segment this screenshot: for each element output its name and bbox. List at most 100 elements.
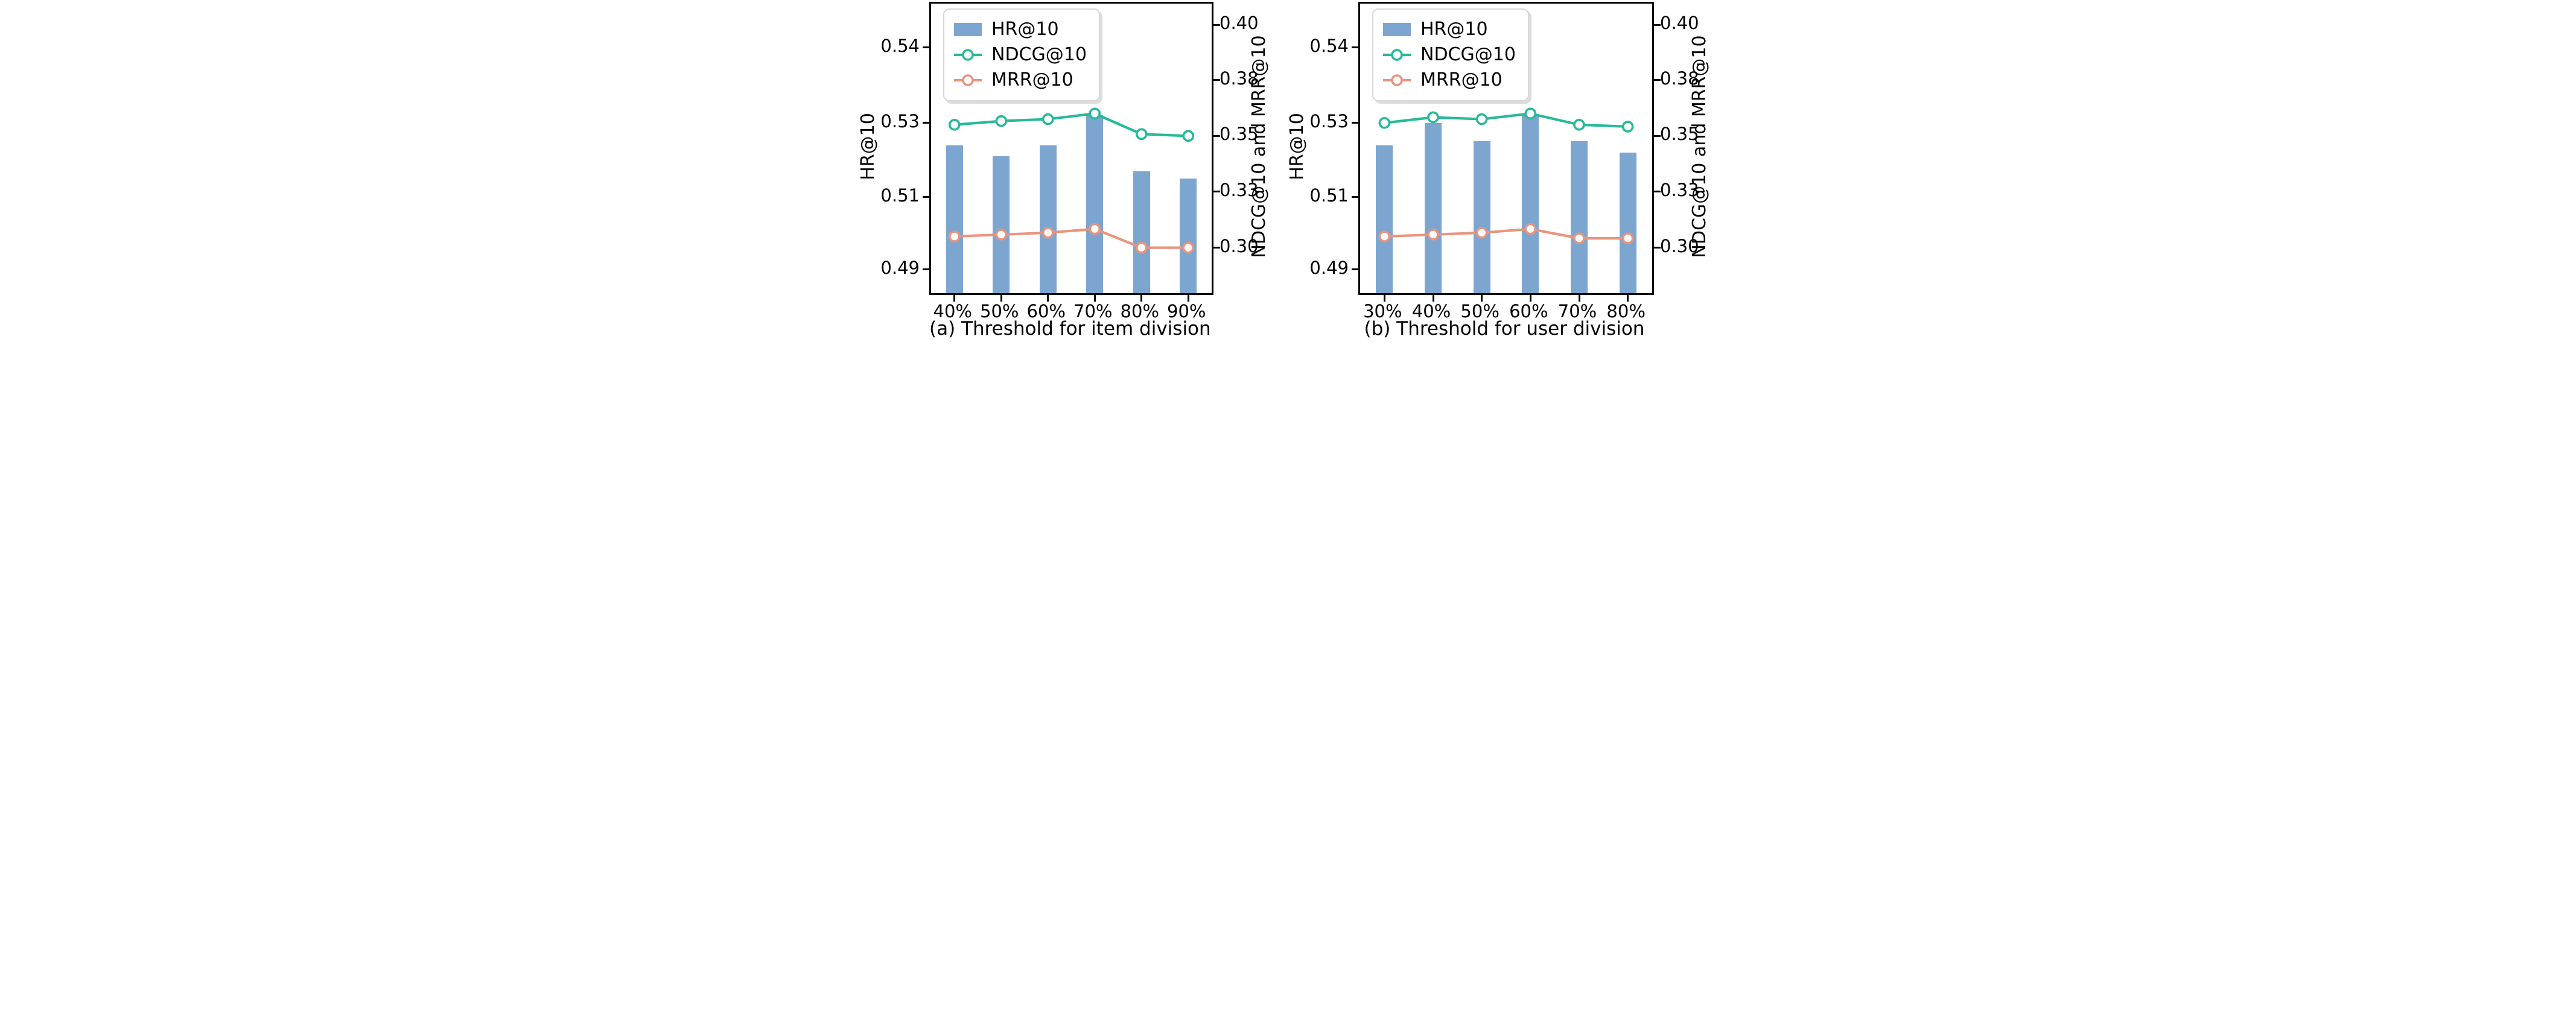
x-axis-tick-mark (1578, 295, 1580, 302)
legend-item-mrr10: MRR@10 (1383, 68, 1516, 93)
hr10-bar (1133, 171, 1150, 293)
hr10-bar (1039, 145, 1057, 293)
x-axis-tick-label: 40% (933, 301, 972, 321)
legend-label-ndcg10: NDCG@10 (1420, 44, 1516, 65)
legend-label-mrr10: MRR@10 (991, 69, 1073, 90)
hr10-bar (946, 145, 963, 293)
ndcg10-marker (1524, 107, 1537, 120)
ndcg10-line-marker-sample (1383, 47, 1411, 63)
right-axis-tick-mark (1654, 191, 1661, 193)
legend-item-ndcg10: NDCG@10 (954, 42, 1087, 68)
ndcg10-marker (948, 119, 961, 131)
hr10-bar (1522, 115, 1539, 293)
x-axis-tick-mark (1383, 295, 1385, 302)
mrr10-line-marker-sample (954, 72, 982, 88)
hr10-bar-swatch (1383, 23, 1411, 36)
legend-item-hr10: HR@10 (954, 17, 1087, 42)
left-axis-tick-label: 0.49 (1309, 257, 1349, 278)
legend-item-hr10: HR@10 (1383, 17, 1516, 42)
left-axis-tick-mark (923, 46, 929, 49)
hr10-bar (1619, 152, 1636, 293)
ndcg10-line (954, 112, 1189, 138)
hr10-bar (1571, 141, 1588, 293)
left-axis-tick-mark (923, 122, 929, 124)
x-axis-tick-label: 60% (1509, 301, 1548, 321)
x-axis-tick-label: 40% (1411, 301, 1451, 321)
left-axis-tick-label: 0.54 (880, 35, 920, 56)
mrr10-marker (1573, 232, 1585, 244)
right-axis-tick-mark (1654, 24, 1661, 26)
hr10-bar (1180, 178, 1197, 293)
left-axis-tick-mark (1352, 268, 1358, 271)
right-axis-tick-label: 0.38 (1220, 68, 1259, 89)
left-axis-tick-label: 0.54 (1309, 35, 1349, 56)
x-axis-tick-mark (1000, 295, 1002, 302)
hr10-bar (1425, 122, 1442, 293)
ndcg10-marker (1573, 119, 1585, 131)
legend-label-hr10: HR@10 (1420, 19, 1488, 40)
ndcg10-marker (995, 115, 1008, 127)
mrr10-line-marker-sample (1383, 72, 1411, 88)
panel-a-plot-area: HR@10 NDCG@10 MRR@10 (923, 2, 1220, 302)
hr10-bar (1473, 141, 1490, 293)
x-axis-tick-mark (1047, 295, 1049, 302)
right-axis-tick-mark (1654, 79, 1661, 81)
panel-b-plot-area: HR@10 NDCG@10 MRR@10 (1352, 2, 1661, 302)
x-axis-tick-label: 90% (1167, 301, 1206, 321)
panel-user-division: HR@10 NDCG@10 and MRR@10 HR@10 NDCG@10 M… (859, 0, 1717, 341)
left-axis-tick-mark (1352, 122, 1358, 124)
right-axis-tick-label: 0.35 (1220, 124, 1259, 145)
legend-item-ndcg10: NDCG@10 (1383, 42, 1516, 68)
x-axis-tick-label: 60% (1026, 301, 1066, 321)
figure: HR@10 NDCG@10 and MRR@10 HR@10 NDCG@10 M… (857, 0, 1717, 341)
right-axis-tick-label: 0.30 (1220, 235, 1259, 256)
mrr10-marker (1621, 232, 1634, 244)
hr10-bar (993, 156, 1010, 293)
legend-label-ndcg10: NDCG@10 (991, 44, 1087, 65)
line-series-layer (948, 107, 1195, 254)
mrr10-marker (1135, 241, 1148, 254)
right-axis-tick-label: 0.33 (1220, 179, 1259, 200)
legend-line-sample-svg (954, 49, 982, 61)
ndcg10-marker (1475, 113, 1488, 125)
left-axis-tick-label: 0.51 (880, 185, 920, 206)
right-axis-tick-mark (1213, 24, 1220, 26)
ndcg10-marker (1135, 128, 1148, 141)
x-axis-tick-mark (1187, 295, 1189, 302)
x-axis-tick-mark (1432, 295, 1434, 302)
x-axis-tick-label: 50% (1460, 301, 1499, 321)
left-axis-tick-label: 0.51 (1309, 185, 1349, 206)
x-axis-tick-label: 80% (1606, 301, 1646, 321)
ndcg10-line (1384, 112, 1628, 128)
ndcg10-marker (1378, 116, 1391, 129)
right-axis-tick-label: 0.38 (1660, 68, 1699, 89)
left-axis-tick-mark (1352, 46, 1358, 49)
ndcg10-marker (1427, 111, 1439, 124)
ndcg10-marker (1182, 130, 1195, 142)
x-axis-tick-label: 30% (1363, 301, 1402, 321)
left-axis-tick-mark (923, 196, 929, 198)
mrr10-marker (1475, 227, 1488, 239)
legend-label-mrr10: MRR@10 (1420, 69, 1503, 90)
mrr10-line (954, 227, 1189, 249)
legend-line-sample-svg (1383, 49, 1411, 61)
right-axis-tick-mark (1213, 135, 1220, 137)
right-axis-tick-mark (1654, 247, 1661, 249)
x-axis-tick-mark (1140, 295, 1143, 302)
left-axis-tick-label: 0.53 (880, 110, 920, 131)
mrr10-marker (1182, 241, 1195, 254)
mrr10-marker (948, 230, 961, 242)
mrr10-line (1384, 227, 1628, 240)
left-axis-tick-mark (923, 268, 929, 271)
mrr10-marker (1524, 223, 1537, 235)
line-series-layer (1378, 107, 1634, 244)
right-axis-tick-label: 0.40 (1660, 13, 1699, 34)
mrr10-marker (1427, 229, 1439, 241)
panel-item-division: HR@10 NDCG@10 and MRR@10 HR@10 NDCG@10 M… (857, 0, 1717, 341)
x-axis-tick-label: 80% (1120, 301, 1159, 321)
x-axis-tick-mark (1529, 295, 1531, 302)
hr10-bar (1086, 115, 1104, 293)
x-axis-tick-mark (1093, 295, 1096, 302)
right-axis-tick-label: 0.35 (1660, 124, 1699, 145)
panel-a-caption: (a) Threshold for item division (929, 318, 1211, 340)
